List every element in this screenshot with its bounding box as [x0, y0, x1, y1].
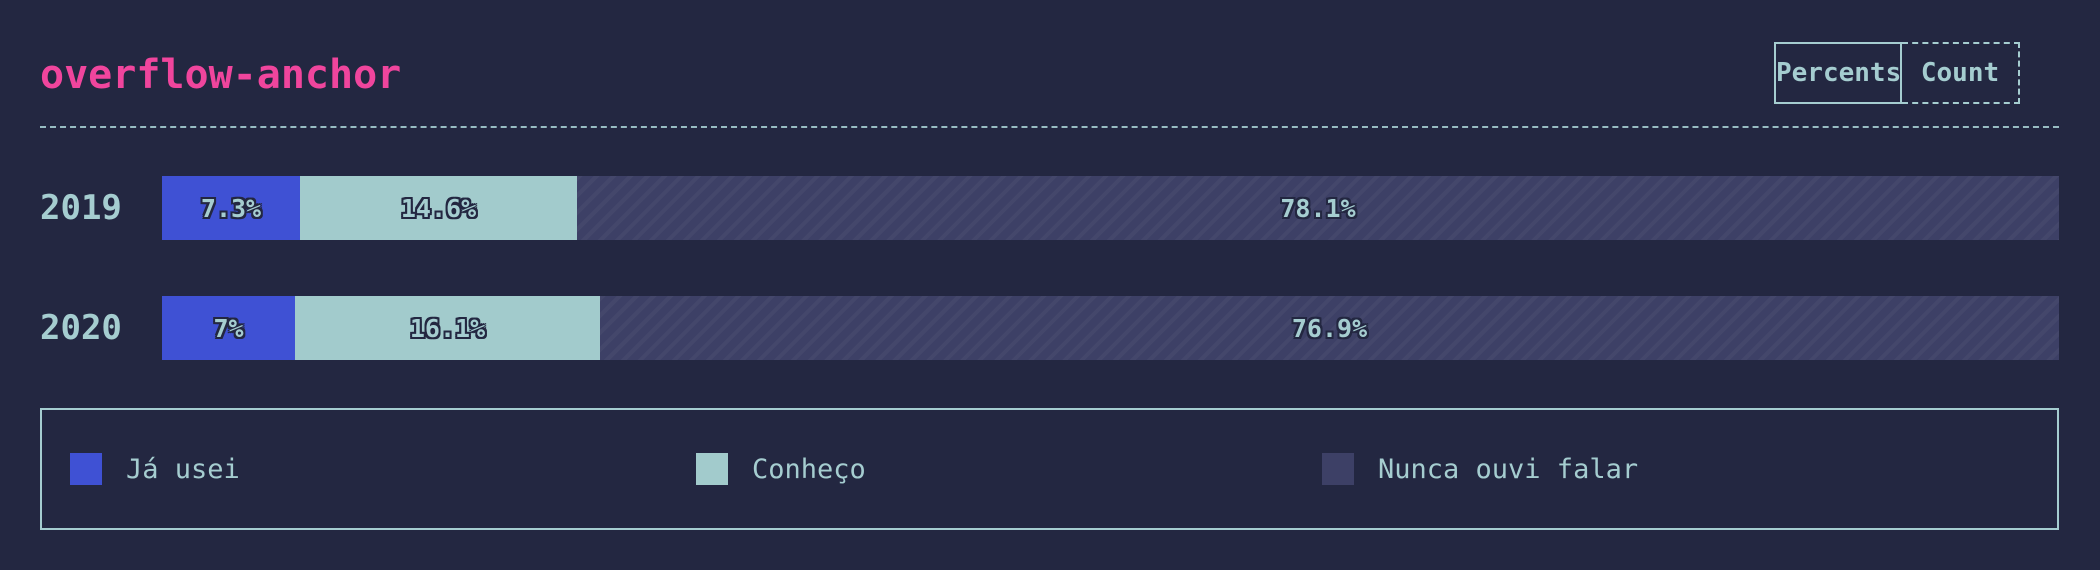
bar-row-2019: 7.3% 14.6% 78.1%	[162, 176, 2059, 240]
view-toggle: Percents Count	[1774, 42, 2020, 104]
row-label-2019: 2019	[40, 188, 122, 228]
header-divider	[40, 126, 2059, 128]
chart-title: overflow-anchor	[40, 52, 402, 98]
bar-segment-known-2020[interactable]: 16.1%	[295, 296, 600, 360]
bar-segment-used-2020[interactable]: 7%	[162, 296, 295, 360]
bar-segment-never-heard-2020[interactable]: 76.9%	[600, 296, 2059, 360]
bar-segment-never-heard-2019[interactable]: 78.1%	[577, 176, 2059, 240]
bar-value-label: 14.6%	[400, 193, 477, 223]
bar-segment-known-2019[interactable]: 14.6%	[300, 176, 577, 240]
bar-value-label: 78.1%	[1280, 193, 1356, 223]
chart-legend: Já usei Conheço Nunca ouvi falar	[40, 408, 2059, 530]
legend-swatch-never-heard	[1322, 453, 1354, 485]
bar-segment-used-2019[interactable]: 7.3%	[162, 176, 300, 240]
legend-label-known: Conheço	[752, 453, 866, 485]
legend-swatch-used	[70, 453, 102, 485]
count-button[interactable]: Count	[1902, 42, 2020, 104]
bar-value-label: 76.9%	[1291, 313, 1368, 343]
bar-value-label: 7.3%	[200, 193, 262, 223]
row-label-2020: 2020	[40, 308, 122, 348]
legend-label-used: Já usei	[126, 453, 240, 485]
bar-row-2020: 7% 16.1% 76.9%	[162, 296, 2059, 360]
legend-item-known: Conheço	[696, 453, 866, 485]
percents-button[interactable]: Percents	[1774, 42, 1902, 104]
legend-item-never-heard: Nunca ouvi falar	[1322, 453, 1638, 485]
legend-label-never-heard: Nunca ouvi falar	[1378, 453, 1639, 485]
legend-item-used: Já usei	[70, 453, 240, 485]
bar-value-label: 7%	[213, 313, 244, 343]
bar-value-label: 16.1%	[409, 313, 486, 343]
legend-swatch-known	[696, 453, 728, 485]
